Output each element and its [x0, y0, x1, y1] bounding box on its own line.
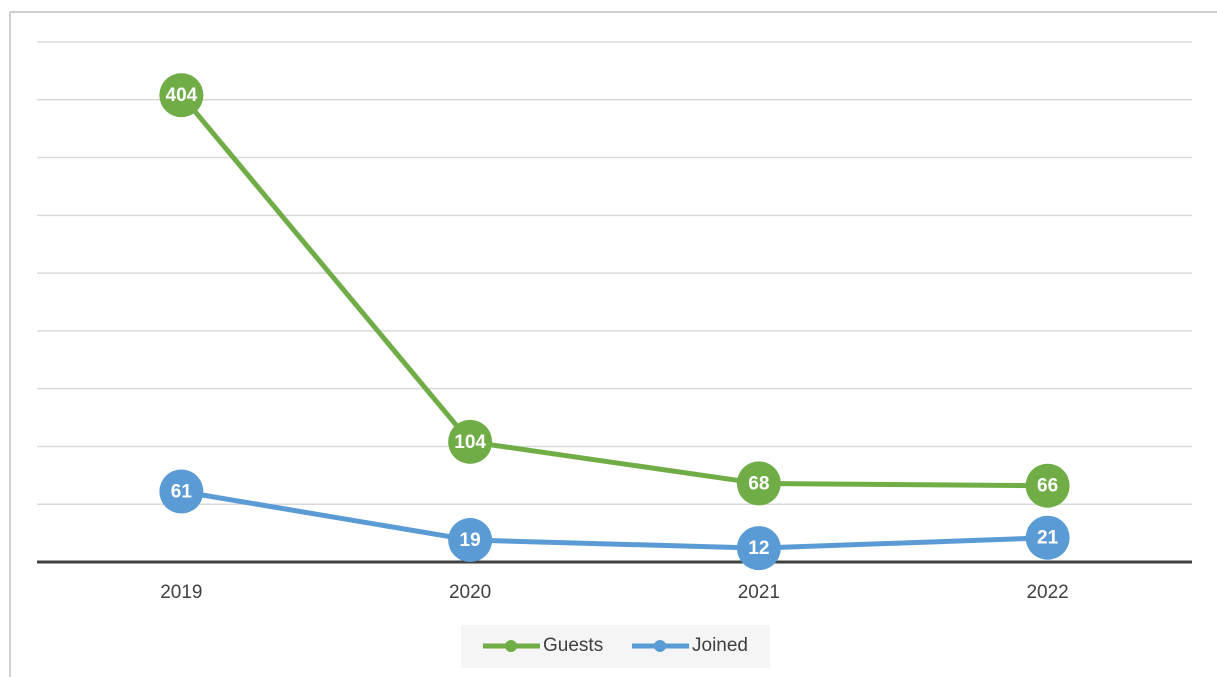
marker: [159, 73, 204, 118]
legend-label: Guests: [543, 635, 603, 656]
marker: [1025, 463, 1070, 508]
marker: [159, 469, 204, 514]
data-label: 61: [171, 482, 193, 503]
data-label: 12: [748, 538, 769, 559]
marker: [736, 526, 781, 571]
x-tick-label: 2022: [1026, 582, 1068, 603]
marker: [448, 518, 493, 563]
data-label: 68: [748, 473, 769, 494]
data-label: 66: [1037, 476, 1058, 497]
series-line: [180, 489, 1048, 551]
data-label: 104: [454, 432, 486, 453]
data-label: 19: [460, 530, 481, 551]
x-tick-label: 2021: [738, 582, 780, 603]
legend-marker: [505, 640, 517, 652]
x-tick-label: 2019: [160, 582, 202, 603]
marker: [736, 461, 781, 506]
legend-label: Joined: [692, 635, 748, 656]
marker: [1025, 515, 1070, 560]
x-tick-label: 2020: [449, 582, 491, 603]
legend-marker: [654, 640, 666, 652]
data-label: 404: [166, 85, 198, 106]
series-line: [179, 93, 1048, 489]
marker: [448, 419, 493, 464]
data-label: 21: [1037, 528, 1059, 549]
